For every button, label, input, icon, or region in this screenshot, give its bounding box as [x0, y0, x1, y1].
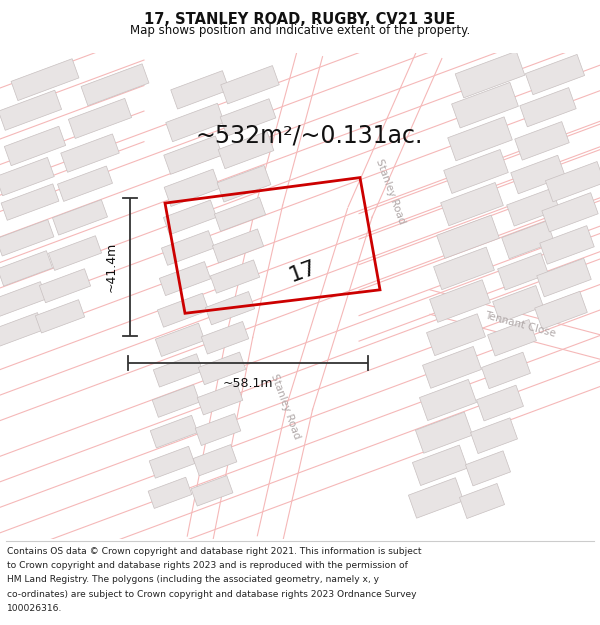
Polygon shape — [68, 98, 131, 139]
Text: HM Land Registry. The polygons (including the associated geometry, namely x, y: HM Land Registry. The polygons (includin… — [7, 576, 379, 584]
Polygon shape — [0, 219, 54, 256]
Polygon shape — [452, 82, 518, 128]
Polygon shape — [35, 300, 85, 333]
Polygon shape — [11, 59, 79, 101]
Polygon shape — [0, 251, 53, 286]
Polygon shape — [422, 346, 481, 388]
Polygon shape — [482, 352, 530, 389]
Polygon shape — [497, 253, 548, 290]
Polygon shape — [0, 282, 47, 316]
Polygon shape — [434, 247, 494, 289]
Polygon shape — [154, 354, 203, 387]
Polygon shape — [52, 199, 107, 235]
Polygon shape — [437, 215, 499, 258]
Polygon shape — [221, 66, 279, 104]
Polygon shape — [164, 136, 222, 174]
Text: ~532m²/~0.131ac.: ~532m²/~0.131ac. — [195, 124, 422, 148]
Text: 100026316.: 100026316. — [7, 604, 62, 612]
Polygon shape — [211, 260, 260, 293]
Text: Map shows position and indicative extent of the property.: Map shows position and indicative extent… — [130, 24, 470, 38]
Polygon shape — [537, 258, 591, 297]
Polygon shape — [166, 103, 224, 142]
Polygon shape — [217, 166, 271, 202]
Polygon shape — [149, 446, 195, 478]
Polygon shape — [171, 71, 229, 109]
Text: ~58.1m: ~58.1m — [223, 376, 273, 389]
Polygon shape — [157, 293, 209, 328]
Polygon shape — [488, 319, 536, 356]
Polygon shape — [160, 262, 211, 296]
Polygon shape — [466, 451, 511, 486]
Polygon shape — [58, 166, 113, 201]
Text: 17: 17 — [286, 258, 319, 286]
Polygon shape — [81, 64, 149, 106]
Polygon shape — [197, 383, 243, 415]
Polygon shape — [440, 182, 503, 226]
Polygon shape — [152, 385, 200, 418]
Polygon shape — [201, 321, 249, 354]
Polygon shape — [455, 51, 525, 98]
Text: Stanley Road: Stanley Road — [269, 372, 301, 440]
Polygon shape — [40, 269, 91, 302]
Polygon shape — [502, 221, 554, 259]
Polygon shape — [220, 99, 276, 136]
Polygon shape — [506, 188, 559, 226]
Text: 17, STANLEY ROAD, RUGBY, CV21 3UE: 17, STANLEY ROAD, RUGBY, CV21 3UE — [145, 12, 455, 27]
Polygon shape — [191, 476, 233, 506]
Polygon shape — [542, 192, 598, 232]
Polygon shape — [205, 291, 254, 325]
Polygon shape — [214, 198, 266, 231]
Polygon shape — [218, 131, 274, 169]
Polygon shape — [0, 158, 54, 196]
Polygon shape — [430, 280, 490, 322]
Text: co-ordinates) are subject to Crown copyright and database rights 2023 Ordnance S: co-ordinates) are subject to Crown copyr… — [7, 589, 416, 599]
Polygon shape — [460, 484, 505, 519]
Text: Contains OS data © Crown copyright and database right 2021. This information is : Contains OS data © Crown copyright and d… — [7, 548, 422, 556]
Polygon shape — [193, 444, 237, 476]
Text: ~41.4m: ~41.4m — [105, 242, 118, 292]
Polygon shape — [0, 312, 44, 347]
Polygon shape — [448, 117, 512, 161]
Polygon shape — [415, 412, 473, 453]
Polygon shape — [535, 291, 587, 329]
Polygon shape — [1, 184, 59, 220]
Polygon shape — [511, 155, 565, 194]
Polygon shape — [545, 161, 600, 202]
Polygon shape — [0, 90, 62, 130]
Polygon shape — [470, 418, 517, 454]
Polygon shape — [526, 54, 584, 95]
Polygon shape — [212, 229, 263, 263]
Polygon shape — [520, 88, 576, 127]
Polygon shape — [540, 226, 594, 264]
Polygon shape — [427, 314, 485, 356]
Polygon shape — [61, 134, 119, 172]
Polygon shape — [150, 416, 198, 448]
Text: to Crown copyright and database rights 2023 and is reproduced with the permissio: to Crown copyright and database rights 2… — [7, 561, 408, 571]
Polygon shape — [163, 200, 217, 235]
Polygon shape — [493, 286, 544, 322]
Polygon shape — [164, 169, 220, 206]
Polygon shape — [49, 236, 101, 271]
Text: Tennant Close: Tennant Close — [484, 310, 557, 339]
Polygon shape — [4, 126, 65, 166]
Polygon shape — [198, 352, 246, 384]
Polygon shape — [409, 478, 464, 518]
Polygon shape — [419, 379, 476, 421]
Polygon shape — [444, 149, 508, 194]
Polygon shape — [161, 231, 215, 266]
Polygon shape — [515, 122, 569, 160]
Text: Stanley Road: Stanley Road — [374, 158, 406, 226]
Polygon shape — [412, 445, 467, 486]
Polygon shape — [476, 385, 523, 421]
Polygon shape — [195, 414, 241, 446]
Polygon shape — [155, 323, 205, 356]
Polygon shape — [148, 478, 192, 509]
